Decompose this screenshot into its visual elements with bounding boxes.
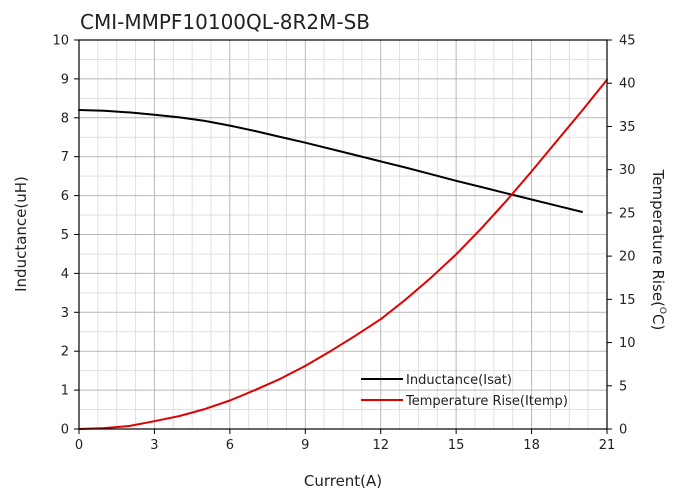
- x-tick-label: 18: [523, 438, 540, 453]
- y-left-tick-label: 7: [61, 150, 69, 165]
- y-right-tick-label: 30: [619, 163, 636, 178]
- y-right-axis-label: Temperature Rise(OC): [649, 169, 667, 331]
- y-left-axis-label: Inductance(uH): [12, 176, 30, 292]
- y-left-tick-label: 1: [61, 384, 69, 399]
- x-tick-label: 12: [372, 438, 389, 453]
- legend: Inductance(Isat) Temperature Rise(Itemp): [361, 373, 568, 409]
- tick-layer: 0 3 6 9 12 15 18 210123456789100510152025303540…: [52, 34, 635, 454]
- y-right-axis-label-degree: O: [657, 307, 667, 314]
- y-left-tick-label: 6: [61, 189, 69, 204]
- y-left-tick-label: 3: [61, 306, 69, 321]
- y-right-tick-label: 45: [619, 34, 636, 49]
- x-tick-label: 0: [75, 438, 83, 453]
- x-tick-label: 3: [150, 438, 158, 453]
- chart-title: CMI-MMPF10100QL-8R2M-SB: [80, 10, 370, 34]
- y-right-tick-label: 25: [619, 206, 636, 221]
- y-left-tick-label: 2: [61, 345, 69, 360]
- y-left-tick-label: 8: [61, 111, 69, 126]
- x-tick-label: 9: [301, 438, 309, 453]
- y-right-axis-label-unit: C): [649, 314, 667, 330]
- y-right-tick-label: 20: [619, 250, 636, 265]
- x-tick-label: 21: [599, 438, 616, 453]
- y-left-tick-label: 9: [61, 72, 69, 87]
- x-axis-label: Current(A): [304, 472, 382, 490]
- y-right-tick-label: 0: [619, 423, 627, 438]
- x-tick-label: 15: [448, 438, 465, 453]
- series-layer: [78, 78, 608, 430]
- y-right-tick-label: 35: [619, 120, 636, 135]
- y-right-tick-label: 40: [619, 77, 636, 92]
- series-line-inductance: [78, 109, 583, 213]
- legend-label-temperature: Temperature Rise(Itemp): [405, 394, 568, 409]
- grid: [79, 40, 607, 429]
- y-left-tick-label: 0: [61, 423, 69, 438]
- y-left-tick-label: 10: [52, 34, 69, 49]
- series-line-temperature-rise: [78, 78, 608, 430]
- y-right-axis-label-main: Temperature Rise(: [649, 169, 667, 307]
- y-left-tick-label: 5: [61, 228, 69, 243]
- y-right-tick-label: 10: [619, 336, 636, 351]
- y-right-tick-label: 5: [619, 379, 627, 394]
- y-left-tick-label: 4: [61, 267, 69, 282]
- legend-label-inductance: Inductance(Isat): [406, 373, 512, 388]
- x-tick-label: 6: [226, 438, 234, 453]
- y-right-tick-label: 15: [619, 293, 636, 308]
